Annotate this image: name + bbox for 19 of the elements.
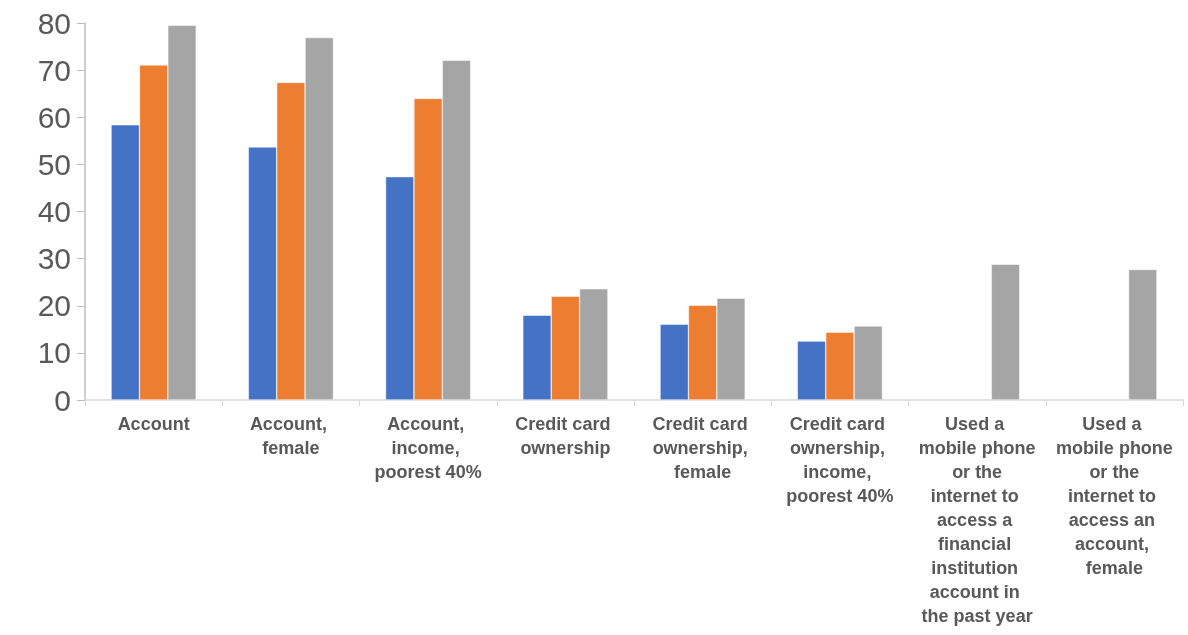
x-tick-label: Used a mobile phone or the internet to access an account, female: [1055, 414, 1173, 578]
y-tick-label: 70: [37, 53, 71, 87]
x-tick-label: Credit card ownership, income, poorest 40%: [786, 414, 894, 506]
y-tick-label: 0: [54, 383, 71, 417]
y-tick-label: 50: [37, 147, 71, 181]
x-tick-label: Account, female: [249, 414, 332, 458]
y-tick-label: 20: [37, 289, 71, 323]
y-tick-label: 40: [37, 195, 71, 228]
x-tick-label: Account: [117, 414, 190, 434]
x-tick-label: Account, income, poorest 40%: [374, 414, 482, 482]
bar: [991, 264, 1020, 400]
y-tick-label: 80: [37, 6, 71, 40]
category-label: Used a mobile phone or the internet to access a financial institution account in the past year: [918, 414, 1036, 626]
x-tick-label: Credit card ownership, female: [652, 414, 753, 482]
y-tick-label: 30: [37, 242, 71, 276]
bar: [1128, 269, 1157, 400]
x-tick-label: Credit card ownership: [515, 414, 616, 458]
y-tick-label: 10: [37, 336, 71, 370]
y-tick-label: 60: [37, 100, 71, 134]
